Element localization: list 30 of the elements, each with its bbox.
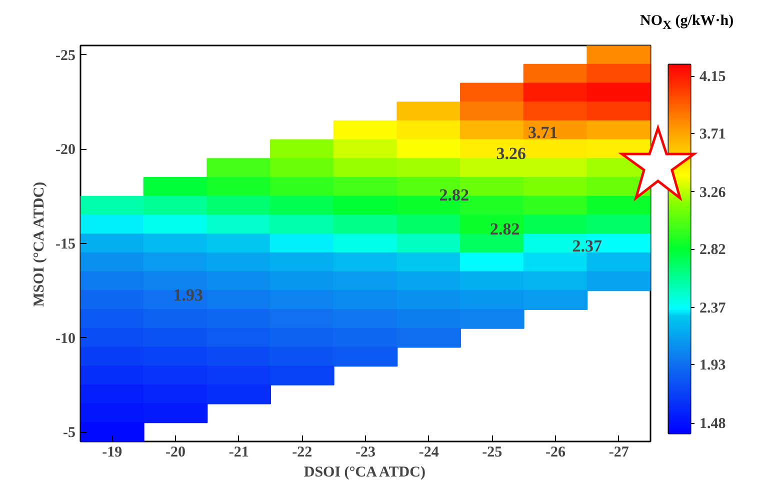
color-bar-label: 3.26 (700, 184, 726, 201)
x-tick-label: -25 (482, 444, 502, 460)
color-bar-label: 1.48 (700, 416, 726, 432)
x-tick-label: -22 (292, 444, 312, 460)
annotation: 3.71 (528, 123, 558, 142)
annotation: 2.37 (572, 236, 603, 256)
y-tick-label: -15 (56, 236, 76, 252)
y-tick-label: -20 (56, 142, 76, 158)
x-tick-label: -19 (102, 444, 122, 460)
x-tick-label: -23 (356, 444, 376, 460)
y-tick-label: -25 (56, 48, 76, 64)
color-bar-label: 2.37 (700, 300, 726, 316)
y-axis-title: MSOI (°CA ATDC) (32, 182, 48, 307)
annotation: 1.93 (173, 285, 204, 304)
x-tick-label: -26 (546, 444, 566, 460)
color-bar-label: 3.71 (700, 126, 726, 142)
y-tick-label: -5 (63, 425, 76, 442)
color-bar-label: 2.82 (700, 242, 726, 258)
annotation: 3.26 (496, 144, 526, 163)
color-bar-title: NO$_{X}$ (g/kW·h) (640, 12, 734, 34)
annotation: 2.82 (490, 219, 520, 238)
y-tick-label: -10 (56, 330, 76, 347)
x-axis-title: DSOI (°CA ATDC) (304, 464, 426, 480)
color-bar-label: 4.15 (700, 69, 726, 86)
x-tick-label: -27 (608, 444, 630, 460)
annotation: 2.82 (439, 185, 470, 204)
x-tick-label: -21 (228, 444, 249, 460)
color-bar-label: 1.93 (700, 358, 726, 374)
x-tick-label: -24 (418, 444, 440, 460)
x-tick-label: -20 (166, 444, 186, 460)
